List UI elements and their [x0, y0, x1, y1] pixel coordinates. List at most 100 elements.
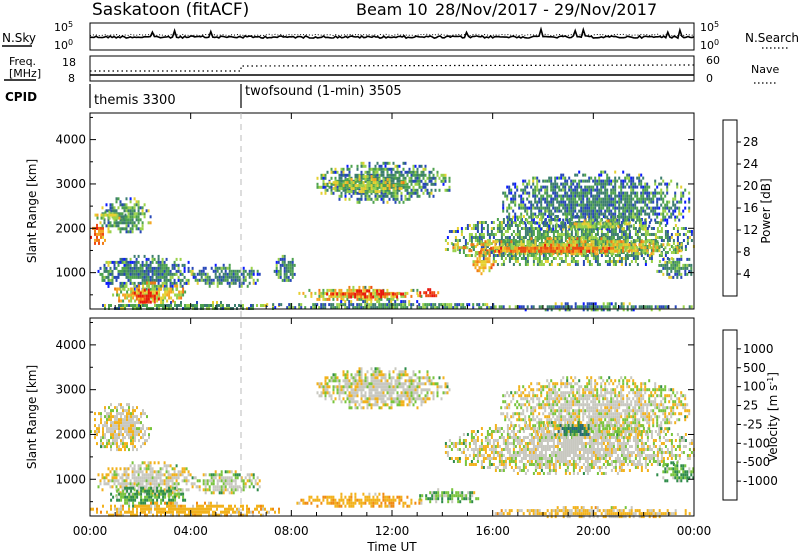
- heatmap-cell: [560, 252, 563, 256]
- heatmap-cell: [624, 179, 627, 183]
- heatmap-cell: [614, 188, 617, 192]
- heatmap-cell: [182, 290, 185, 294]
- heatmap-cell: [500, 227, 503, 230]
- heatmap-cell: [626, 227, 629, 231]
- heatmap-cell: [275, 269, 278, 273]
- heatmap-cell: [476, 230, 479, 233]
- heatmap-cell: [620, 215, 623, 219]
- heatmap-cell: [688, 209, 691, 213]
- heatmap-cell: [360, 197, 363, 201]
- heatmap-cell: [462, 248, 465, 251]
- heatmap-cell: [400, 182, 403, 186]
- heatmap-cell: [492, 233, 495, 236]
- heatmap-cell: [336, 297, 339, 301]
- heatmap-cell: [599, 219, 602, 223]
- heatmap-cell: [432, 173, 435, 177]
- heatmap-cell: [454, 230, 457, 233]
- heatmap-cell: [566, 203, 569, 207]
- heatmap-cell: [115, 209, 118, 213]
- heatmap-cell: [568, 249, 571, 253]
- heatmap-cell: [504, 249, 507, 253]
- heatmap-cell: [678, 246, 681, 250]
- heatmap-cell: [572, 237, 575, 241]
- heatmap-cell: [522, 240, 525, 244]
- heatmap-cell: [556, 230, 559, 233]
- heatmap-cell: [470, 254, 473, 257]
- heatmap-cell: [109, 224, 112, 228]
- heatmap-cell: [592, 308, 595, 312]
- heatmap-cell: [526, 243, 529, 247]
- heatmap-cell: [376, 161, 379, 165]
- heatmap-cell: [684, 188, 687, 192]
- heatmap-cell: [372, 288, 375, 292]
- heatmap-cell: [678, 218, 681, 222]
- heatmap-cell: [566, 212, 569, 216]
- heatmap-cell: [570, 236, 573, 239]
- heatmap-cell: [107, 227, 110, 231]
- heatmap-cell: [628, 224, 631, 228]
- heatmap-cell: [578, 203, 581, 207]
- heatmap-cell: [382, 292, 385, 296]
- heatmap-cell: [113, 221, 116, 225]
- heatmap-cell: [326, 184, 329, 188]
- heatmap-cell: [129, 197, 132, 201]
- heatmap-cell: [152, 299, 155, 303]
- heatmap-cell: [550, 185, 553, 189]
- heatmap-cell: [113, 206, 116, 210]
- heatmap-cell: [676, 275, 679, 279]
- heatmap-cell: [634, 249, 637, 253]
- heatmap-cell: [642, 188, 645, 192]
- heatmap-cell: [145, 294, 148, 298]
- heatmap-cell: [518, 254, 521, 257]
- heatmap-cell: [589, 225, 592, 229]
- heatmap-cell: [650, 197, 653, 201]
- heatmap-cell: [212, 301, 214, 304]
- heatmap-cell: [606, 179, 609, 183]
- heatmap-cell: [604, 212, 607, 216]
- heatmap-cell: [600, 246, 603, 250]
- heatmap-cell: [586, 188, 589, 192]
- heatmap-cell: [596, 203, 599, 207]
- heatmap-cell: [450, 303, 453, 307]
- heatmap-cell: [634, 194, 637, 198]
- heatmap-cell: [626, 254, 629, 257]
- heatmap-cell: [634, 243, 637, 247]
- heatmap-cell: [344, 303, 347, 307]
- heatmap-cell: [170, 296, 173, 300]
- heatmap-cell: [670, 251, 673, 254]
- heatmap-cell: [386, 178, 389, 182]
- heatmap-cell: [368, 294, 371, 298]
- heatmap-cell: [554, 230, 557, 233]
- heatmap-cell: [510, 245, 513, 248]
- heatmap-cell: [378, 194, 381, 198]
- heatmap-cell: [364, 300, 367, 304]
- heatmap-cell: [660, 182, 663, 186]
- heatmap-cell: [536, 236, 539, 239]
- heatmap-cell: [518, 224, 521, 227]
- heatmap-cell: [484, 260, 487, 264]
- heatmap-cell: [334, 288, 337, 292]
- heatmap-cell: [153, 269, 156, 273]
- heatmap-cell: [522, 249, 525, 253]
- heatmap-cell: [516, 243, 519, 247]
- heatmap-cell: [352, 288, 355, 292]
- heatmap-cell: [155, 287, 158, 291]
- heatmap-cell: [412, 173, 415, 177]
- nave-label: Nave: [751, 63, 779, 76]
- heatmap-cell: [478, 236, 481, 239]
- heatmap-cell: [161, 272, 164, 276]
- heatmap-cell: [534, 246, 537, 250]
- heatmap-cell: [608, 182, 611, 186]
- heatmap-cell: [510, 243, 513, 247]
- heatmap-cell: [612, 206, 615, 210]
- heatmap-cell: [281, 263, 284, 267]
- heatmap-cell: [362, 184, 365, 188]
- heatmap-cell: [582, 260, 585, 263]
- heatmap-cell: [354, 306, 357, 310]
- heatmap-cell: [644, 233, 647, 236]
- heatmap-cell: [580, 185, 583, 189]
- heatmap-cell: [536, 182, 539, 186]
- heatmap-cell: [139, 294, 142, 298]
- heatmap-cell: [166, 304, 168, 307]
- heatmap-cell: [448, 230, 451, 233]
